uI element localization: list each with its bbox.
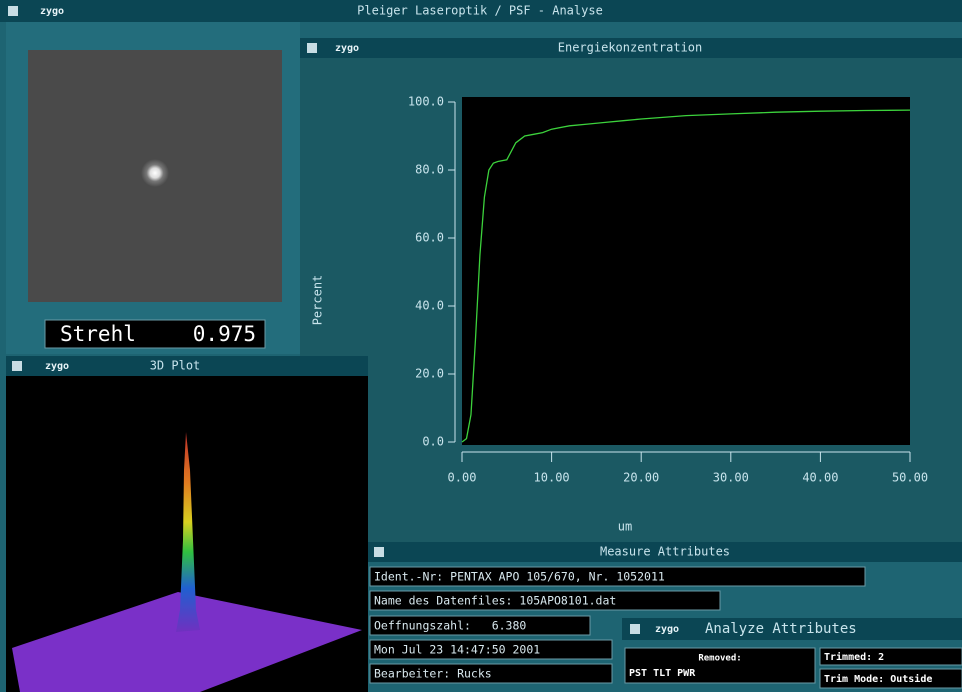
y-tick-label: 20.0 (415, 367, 444, 381)
y-tick-label: 100.0 (408, 95, 444, 109)
y-tick-label: 80.0 (415, 163, 444, 177)
menu-button[interactable] (307, 43, 317, 53)
y-tick-label: 60.0 (415, 231, 444, 245)
plot-area (462, 97, 910, 445)
logo: zygo (335, 43, 359, 54)
x-tick-label: 10.00 (534, 471, 570, 485)
x-tick-label: 40.00 (802, 471, 838, 485)
x-axis-label: um (618, 520, 632, 534)
menu-button[interactable] (12, 361, 22, 371)
logo: zygo (40, 6, 64, 17)
y-tick-label: 0.0 (422, 435, 444, 449)
menu-button[interactable] (374, 547, 384, 557)
analyze-title: Analyze Attributes (705, 621, 857, 637)
strehl-value: 0.975 (193, 322, 256, 346)
x-tick-label: 0.00 (448, 471, 477, 485)
field: Oeffnungszahl: 6.380 (374, 619, 526, 633)
field: Mon Jul 23 14:47:50 2001 (374, 643, 540, 657)
screen: zygo Pleiger Laseroptik / PSF - Analyse … (0, 0, 962, 692)
measure-title: Measure Attributes (600, 545, 730, 559)
app-title: Pleiger Laseroptik / PSF - Analyse (357, 4, 603, 18)
x-tick-label: 20.00 (623, 471, 659, 485)
y-axis-label: Percent (311, 275, 325, 326)
trim-mode: Trim Mode: Outside (824, 673, 932, 685)
x-tick-label: 30.00 (713, 471, 749, 485)
removed-value: PST TLT PWR (629, 668, 696, 679)
x-tick-label: 50.00 (892, 471, 928, 485)
strehl-label: Strehl (60, 322, 136, 346)
logo: zygo (45, 361, 69, 372)
trimmed: Trimmed: 2 (824, 651, 884, 663)
field: Ident.-Nr: PENTAX APO 105/670, Nr. 10520… (374, 570, 665, 584)
menu-button[interactable] (630, 624, 640, 634)
page: zygo Pleiger Laseroptik / PSF - Analyse … (0, 0, 962, 692)
menu-button[interactable] (8, 6, 18, 16)
field: Bearbeiter: Rucks (374, 667, 492, 681)
y-tick-label: 40.0 (415, 299, 444, 313)
removed-label: Removed: (698, 654, 741, 664)
plot3d-title: 3D Plot (150, 359, 201, 373)
logo: zygo (655, 624, 679, 635)
chart-title: Energiekonzentration (558, 41, 703, 55)
field: Name des Datenfiles: 105APO8101.dat (374, 594, 616, 608)
psf-spot (141, 159, 169, 187)
